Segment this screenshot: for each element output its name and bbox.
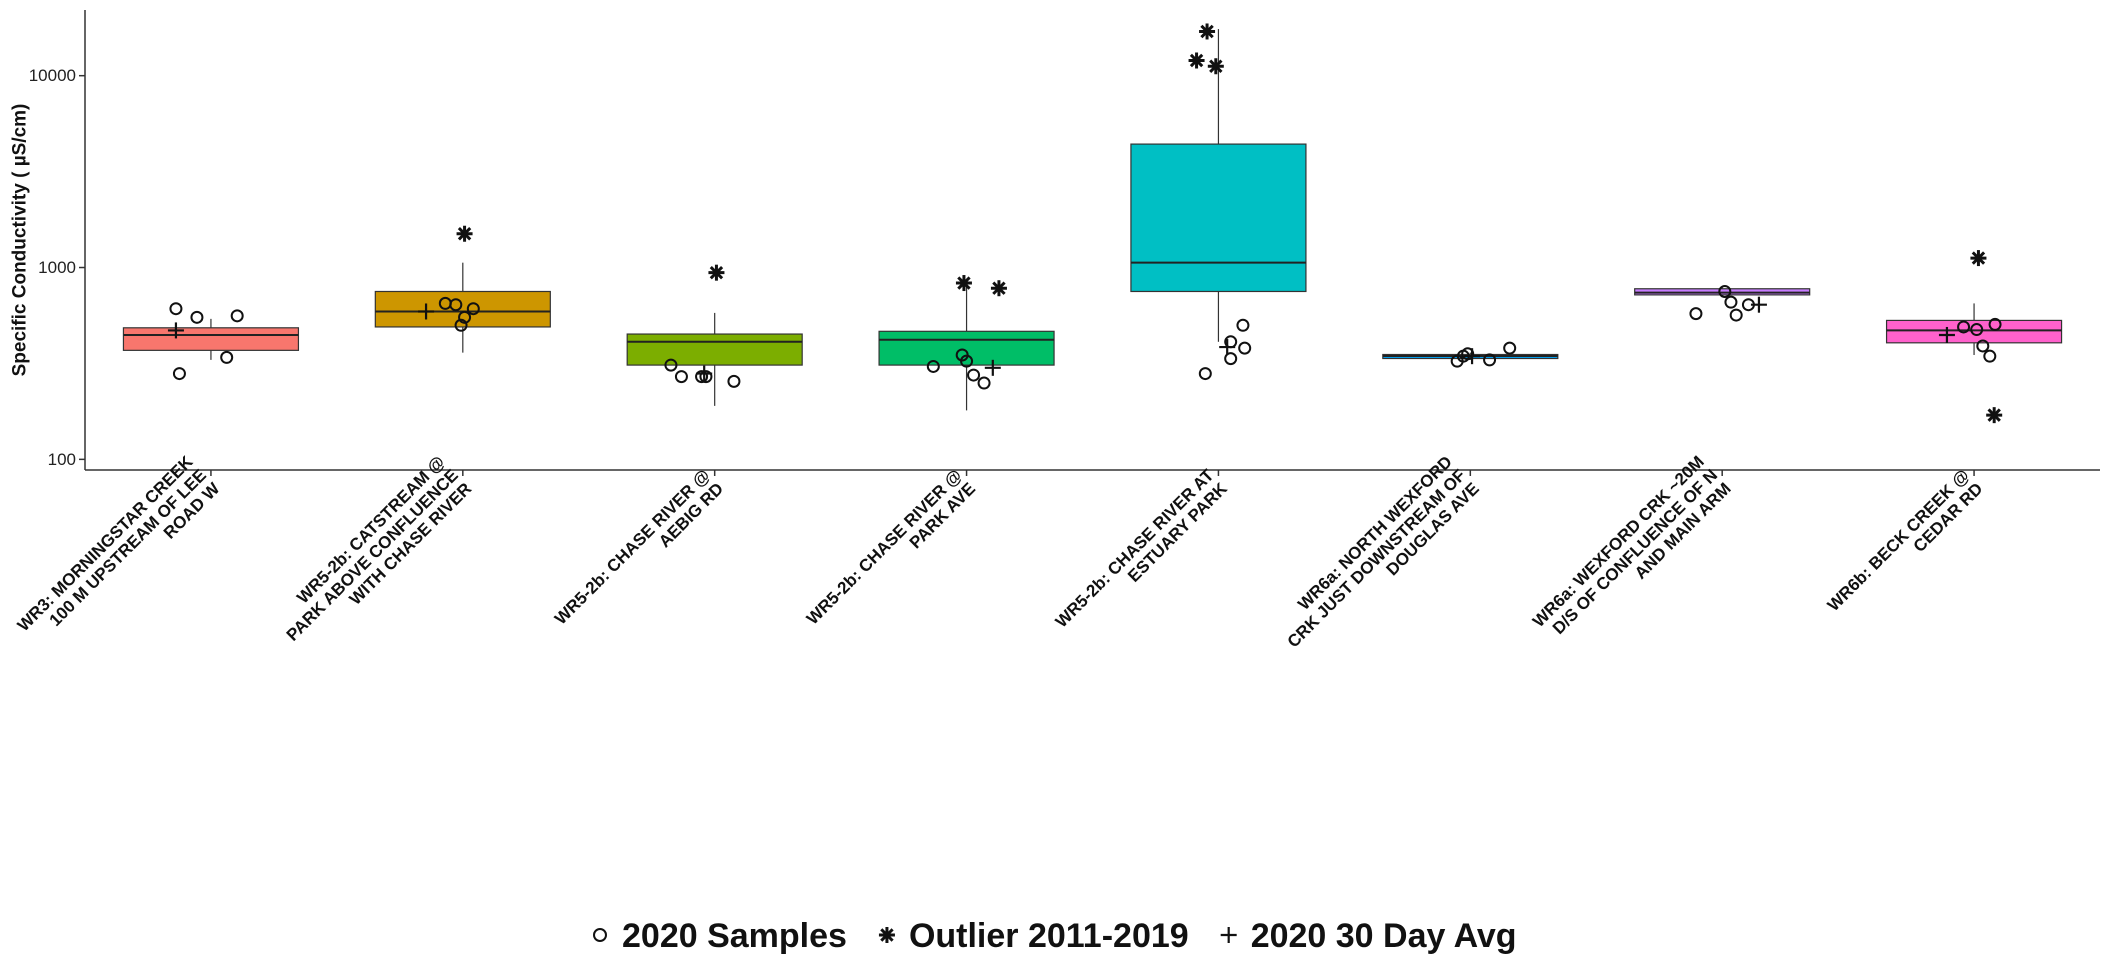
box — [626, 333, 803, 366]
box — [878, 330, 1055, 366]
legend-item: 2020 30 Day Avg — [1220, 917, 1517, 955]
legend-plus-symbol — [1220, 927, 1237, 943]
outlier-point — [990, 280, 1007, 297]
outlier-point — [1970, 250, 1987, 267]
box — [1885, 319, 2063, 344]
sample-point — [1503, 341, 1517, 355]
outlier-point — [1986, 407, 2003, 424]
avg-30day-marker — [1219, 339, 1236, 356]
box-group — [626, 264, 803, 406]
outlier-point — [1199, 23, 1216, 40]
category-label: WR5-2b: CHASE RIVER ATESTUARY PARK — [1052, 465, 1232, 645]
legend-label: 2020 30 Day Avg — [1251, 917, 1517, 955]
legend-circle-symbol — [593, 928, 607, 942]
outlier-point — [955, 275, 972, 292]
category-label: WR6a: NORTH WEXFORDCRK JUST DOWNSTREAM O… — [1270, 452, 1483, 665]
sample-point — [1483, 353, 1497, 367]
axes: 100 1000 10000 — [29, 10, 2100, 471]
sample-point — [695, 370, 709, 384]
sample-point — [190, 310, 204, 324]
avg-30day-marker — [1464, 348, 1481, 365]
box-group — [1130, 23, 1307, 381]
sample-point — [1976, 339, 1990, 353]
sample-point — [1988, 317, 2002, 331]
outlier-point — [1188, 52, 1205, 69]
sample-point — [1970, 323, 1984, 337]
avg-30day-marker — [167, 322, 184, 339]
avg-30day-marker — [1938, 326, 1955, 343]
box-group — [374, 225, 551, 353]
box — [1130, 143, 1307, 293]
sample-point — [172, 367, 186, 381]
plot-area — [122, 23, 2063, 424]
y-tick-label: 100 — [48, 450, 76, 469]
sample-point — [674, 370, 688, 384]
sample-point — [454, 318, 468, 332]
sample-point — [926, 359, 940, 373]
sample-point — [458, 310, 472, 324]
sample-point — [1238, 341, 1252, 355]
box-group — [122, 302, 300, 381]
sample-point — [1983, 349, 1997, 363]
category-labels: WR3: MORNINGSTAR CREEK100 M UPSTREAM OF … — [14, 452, 1987, 665]
sample-point — [977, 376, 991, 390]
legend-item: Outlier 2011-2019 — [878, 917, 1189, 955]
outlier-point — [708, 264, 725, 281]
avg-30day-marker — [418, 303, 435, 320]
box-group — [1885, 250, 2063, 424]
y-tick-label: 1000 — [38, 258, 76, 277]
category-label: WR3: MORNINGSTAR CREEK100 M UPSTREAM OF … — [14, 452, 224, 662]
box-group — [1382, 341, 1559, 368]
legend-asterisk-symbol — [878, 927, 895, 943]
category-label: WR5-2b: CHASE RIVER @PARK AVE — [803, 466, 979, 642]
legend-label: 2020 Samples — [622, 917, 847, 955]
outlier-point — [1207, 58, 1224, 75]
legend-label: Outlier 2011-2019 — [909, 917, 1189, 955]
legend: 2020 Samples Outlier 2011-2019 2020 30 Day… — [593, 917, 1517, 955]
sample-point — [466, 302, 480, 316]
sample-point — [1724, 295, 1738, 309]
sample-point — [220, 350, 234, 364]
sample-point — [169, 302, 183, 316]
sample-point — [1689, 307, 1703, 321]
sample-point — [727, 374, 741, 388]
box-group — [1634, 284, 1811, 322]
sample-point — [1224, 352, 1238, 366]
y-tick-label: 10000 — [29, 66, 76, 85]
sample-point — [960, 354, 974, 368]
category-label: WR5-2b: CATSTREAM @PARK ABOVE CONFLUENCE… — [269, 452, 475, 658]
sample-point — [699, 370, 713, 384]
box — [122, 327, 300, 351]
sample-point — [664, 358, 678, 372]
sample-point — [449, 298, 463, 312]
sample-point — [1236, 318, 1250, 332]
sample-point — [1729, 308, 1743, 322]
category-label: WR5-2b: CHASE RIVER @AEBIG RD — [551, 466, 727, 642]
legend-item: 2020 Samples — [593, 917, 847, 955]
avg-30day-marker — [984, 359, 1001, 376]
category-label: WR6b: BECK CREEK @CEDAR RD — [1824, 466, 1987, 629]
avg-30day-marker — [1750, 296, 1767, 313]
sample-point — [1450, 354, 1464, 368]
outlier-point — [456, 225, 473, 242]
sample-point — [1198, 367, 1212, 381]
sample-point — [1957, 320, 1971, 334]
avg-30day-marker — [696, 365, 713, 382]
sample-point — [1718, 284, 1732, 298]
sample-point — [230, 309, 244, 323]
y-axis-title: Specific Conductivity ( µS/cm) — [10, 104, 31, 377]
category-label: WR6a: WEXFORD CRK ~20MD/S OF CONFLUENCE … — [1529, 452, 1735, 658]
box-group — [878, 275, 1055, 411]
sample-point — [967, 368, 981, 382]
